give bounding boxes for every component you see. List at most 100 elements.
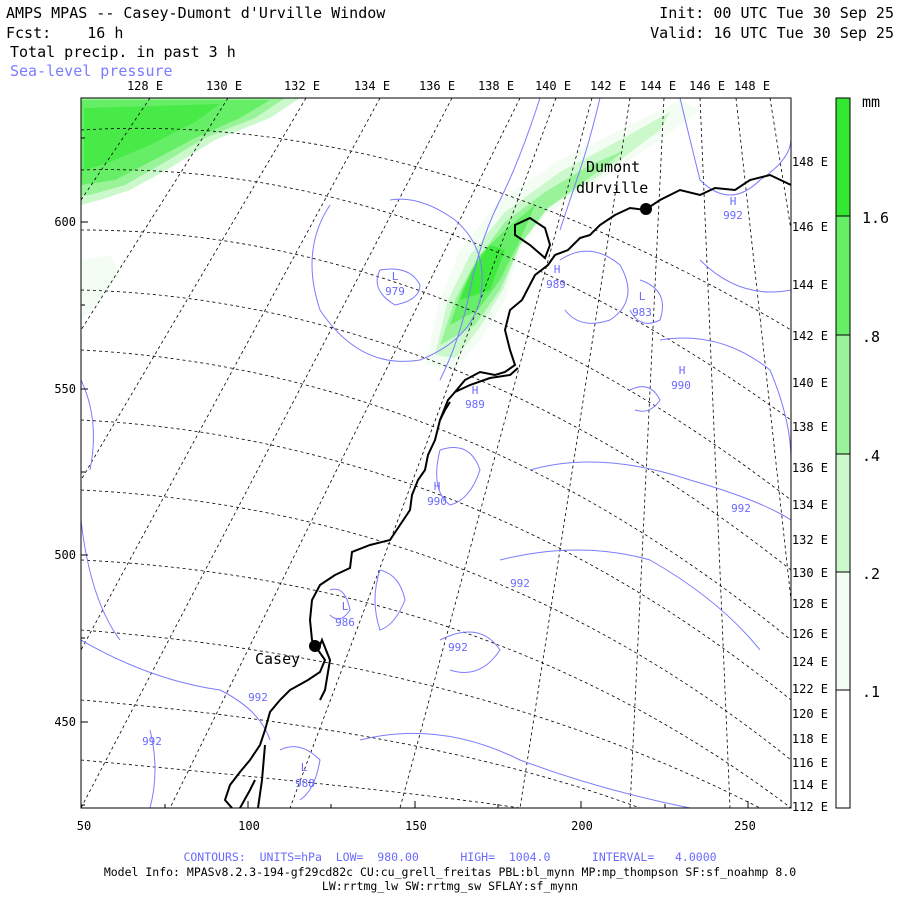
contour-label: 992 xyxy=(248,691,268,704)
y-tick-label: 500 xyxy=(54,548,76,562)
y-tick-label: 600 xyxy=(54,215,76,229)
pressure-center-value: 979 xyxy=(385,285,405,298)
lon-label-right: 124 E xyxy=(792,655,828,669)
lon-label-top: 132 E xyxy=(284,79,320,93)
lon-label-top: 146 E xyxy=(689,79,725,93)
colorbar-swatch xyxy=(836,454,850,572)
pressure-center-value: 992 xyxy=(723,209,743,222)
colorbar-swatch xyxy=(836,216,850,335)
colorbar-label: .4 xyxy=(862,447,880,465)
pressure-center-value: 989 xyxy=(546,278,566,291)
lon-label-right: 112 E xyxy=(792,800,828,814)
contour-label: 992 xyxy=(448,641,468,654)
contour-label: 992 xyxy=(142,735,162,748)
lon-label-right: 138 E xyxy=(792,420,828,434)
lon-label-right: 130 E xyxy=(792,566,828,580)
contour-info: CONTOURS: UNITS=hPa LOW= 980.00 HIGH= 10… xyxy=(183,850,717,864)
pressure-center-kind: L xyxy=(342,600,349,613)
pressure-center-value: 990 xyxy=(671,379,691,392)
station-label: dUrville xyxy=(576,179,648,197)
y-axis-ticks xyxy=(81,137,88,806)
lon-label-right: 126 E xyxy=(792,627,828,641)
pressure-center-value: 989 xyxy=(465,398,485,411)
colorbar-swatch xyxy=(836,572,850,690)
lon-label-top: 142 E xyxy=(590,79,626,93)
x-tick-label: 150 xyxy=(405,819,427,833)
pressure-center-value: 986 xyxy=(335,616,355,629)
colorbar: mm 1.6 .8 .4 .2 .1 xyxy=(835,93,889,809)
lon-label-right: 122 E xyxy=(792,682,828,696)
x-tick-label: 200 xyxy=(571,819,593,833)
lon-label-right: 136 E xyxy=(792,461,828,475)
station-dumont: Dumont dUrville xyxy=(576,158,652,215)
y-tick-label: 450 xyxy=(54,715,76,729)
precip-shading-central xyxy=(425,100,700,370)
colorbar-label: 1.6 xyxy=(862,209,889,227)
pressure-center-kind: H xyxy=(434,480,441,493)
station-label: Dumont xyxy=(586,158,640,176)
lon-label-right: 134 E xyxy=(792,498,828,512)
lon-label-right: 114 E xyxy=(792,778,828,792)
lon-label-right: 146 E xyxy=(792,220,828,234)
lon-label-right: 144 E xyxy=(792,278,828,292)
right-longitude-labels: 148 E 146 E 144 E 142 E 140 E 138 E 136 … xyxy=(792,155,828,814)
station-marker xyxy=(309,640,321,652)
precip-shading-west xyxy=(81,98,300,320)
model-info: Model Info: MPASv8.2.3-194-gf29cd82c CU:… xyxy=(103,865,797,879)
station-marker xyxy=(640,203,652,215)
lon-label-right: 118 E xyxy=(792,732,828,746)
lon-label-right: 132 E xyxy=(792,533,828,547)
lon-label-top: 148 E xyxy=(734,79,770,93)
coastline xyxy=(223,173,791,808)
pressure-center-kind: L xyxy=(301,761,308,774)
lon-label-top: 138 E xyxy=(478,79,514,93)
station-casey: Casey xyxy=(255,640,321,668)
y-tick-label: 550 xyxy=(54,382,76,396)
colorbar-label: .8 xyxy=(862,328,880,346)
lon-label-right: 148 E xyxy=(792,155,828,169)
lon-label-right: 140 E xyxy=(792,376,828,390)
lon-label-right: 128 E xyxy=(792,597,828,611)
init-time: Init: 00 UTC Tue 30 Sep 25 xyxy=(659,4,894,22)
x-tick-label: 50 xyxy=(77,819,91,833)
station-label: Casey xyxy=(255,650,300,668)
pressure-center-kind: H xyxy=(472,384,479,397)
pressure-center-kind: H xyxy=(554,263,561,276)
x-tick-label: 100 xyxy=(238,819,260,833)
lon-label-top: 134 E xyxy=(354,79,390,93)
x-axis-labels: 50 100 150 200 250 xyxy=(77,819,756,833)
contour-label: 992 xyxy=(510,577,530,590)
pressure-center-value: 988 xyxy=(295,777,315,790)
graticule xyxy=(81,98,791,808)
slp-contours xyxy=(81,98,791,808)
lon-label-top: 128 E xyxy=(127,79,163,93)
lon-label-right: 116 E xyxy=(792,756,828,770)
map-plot-area xyxy=(81,98,791,808)
contour-label: 992 xyxy=(731,502,751,515)
pressure-center-kind: H xyxy=(730,195,737,208)
overlay-name: Sea-level pressure xyxy=(10,62,173,80)
pressure-center-kind: L xyxy=(392,270,399,283)
lon-label-top: 136 E xyxy=(419,79,455,93)
lon-label-right: 120 E xyxy=(792,707,828,721)
colorbar-swatch xyxy=(836,98,850,216)
pressure-center-value: 990 xyxy=(427,495,447,508)
x-axis-ticks xyxy=(80,801,749,808)
pressure-center-kind: L xyxy=(639,290,646,303)
lon-label-right: 142 E xyxy=(792,329,828,343)
y-axis-labels: 600 550 500 450 xyxy=(54,215,76,729)
plot-frame xyxy=(80,97,792,809)
colorbar-swatch xyxy=(836,690,850,808)
colorbar-label: .1 xyxy=(862,683,880,701)
top-longitude-labels: 128 E 130 E 132 E 134 E 136 E 138 E 140 … xyxy=(127,79,770,93)
colorbar-swatch xyxy=(836,335,850,454)
valid-time: Valid: 16 UTC Tue 30 Sep 25 xyxy=(650,24,894,42)
field-name: Total precip. in past 3 h xyxy=(10,43,236,61)
pressure-center-value: 983 xyxy=(632,306,652,319)
colorbar-label: .2 xyxy=(862,565,880,583)
lon-label-top: 140 E xyxy=(535,79,571,93)
pressure-labels: L 979 H 989 H 992 L 983 H 990 H 989 H 99… xyxy=(142,195,751,790)
pressure-center-kind: H xyxy=(679,364,686,377)
map-title: AMPS MPAS -- Casey-Dumont d'Urville Wind… xyxy=(6,4,386,22)
